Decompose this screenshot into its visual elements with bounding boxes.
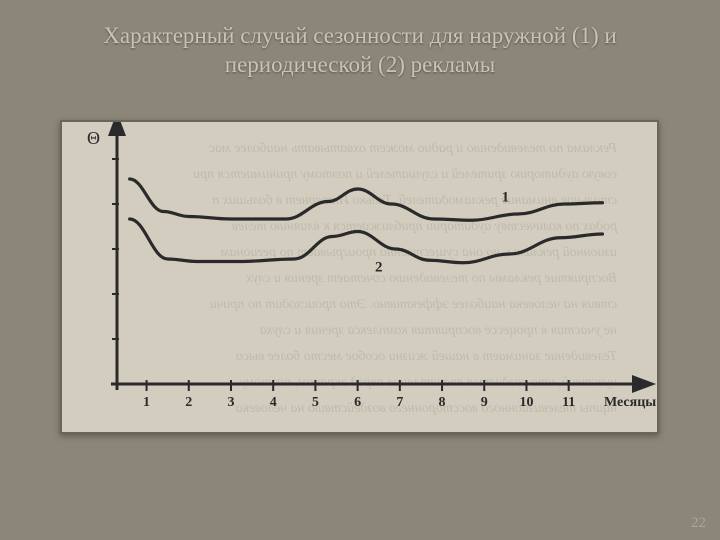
svg-text:4: 4 (270, 395, 277, 410)
svg-text:11: 11 (562, 395, 575, 410)
svg-text:8: 8 (439, 395, 446, 410)
svg-text:нципы телевизионного воссторон: нципы телевизионного восстороннего возде… (236, 401, 617, 416)
svg-text:не участия в процессе восприят: не участия в процессе восприятия комплек… (260, 323, 617, 338)
svg-text:10: 10 (519, 395, 533, 410)
svg-text:Телевидение занимает в нашей ж: Телевидение занимает в нашей жизни особо… (236, 349, 617, 364)
svg-text:Восприятие рекламы по телевиде: Восприятие рекламы по телевидению сочета… (245, 271, 617, 286)
svg-text:родах по количеству аудитории: родах по количеству аудитории приближает… (232, 219, 618, 234)
svg-text:5: 5 (312, 395, 319, 410)
slide-title: Характерный случай сезонности для наружн… (0, 0, 720, 88)
chart-panel: Реклама по телевидению и радио может охв… (60, 120, 659, 434)
svg-text:совую аудиторию зрителей и слу: совую аудиторию зрителей и слушателей и … (193, 167, 617, 182)
seasonality-chart: Реклама по телевидению и радио может охв… (62, 122, 657, 432)
svg-text:ствия на человека наиболее эфф: ствия на человека наиболее эффективно. Э… (210, 297, 617, 312)
svg-text:1: 1 (143, 395, 150, 410)
title-line-1: Характерный случай сезонности для наружн… (103, 23, 617, 48)
svg-text:1: 1 (502, 190, 510, 206)
svg-text:Θ: Θ (87, 128, 100, 148)
svg-text:9: 9 (481, 395, 488, 410)
svg-text:3: 3 (227, 395, 234, 410)
svg-text:Месяцы года: Месяцы года (604, 395, 657, 410)
svg-text:7: 7 (396, 395, 403, 410)
svg-text:6: 6 (354, 395, 361, 410)
title-line-2: периодической (2) рекламы (225, 52, 495, 77)
svg-text:Реклама по телевидению и радио: Реклама по телевидению и радио может охв… (208, 141, 618, 156)
slide-container: Характерный случай сезонности для наружн… (0, 0, 720, 540)
svg-text:2: 2 (185, 395, 192, 410)
page-number: 22 (691, 515, 706, 532)
svg-text:2: 2 (375, 260, 383, 276)
